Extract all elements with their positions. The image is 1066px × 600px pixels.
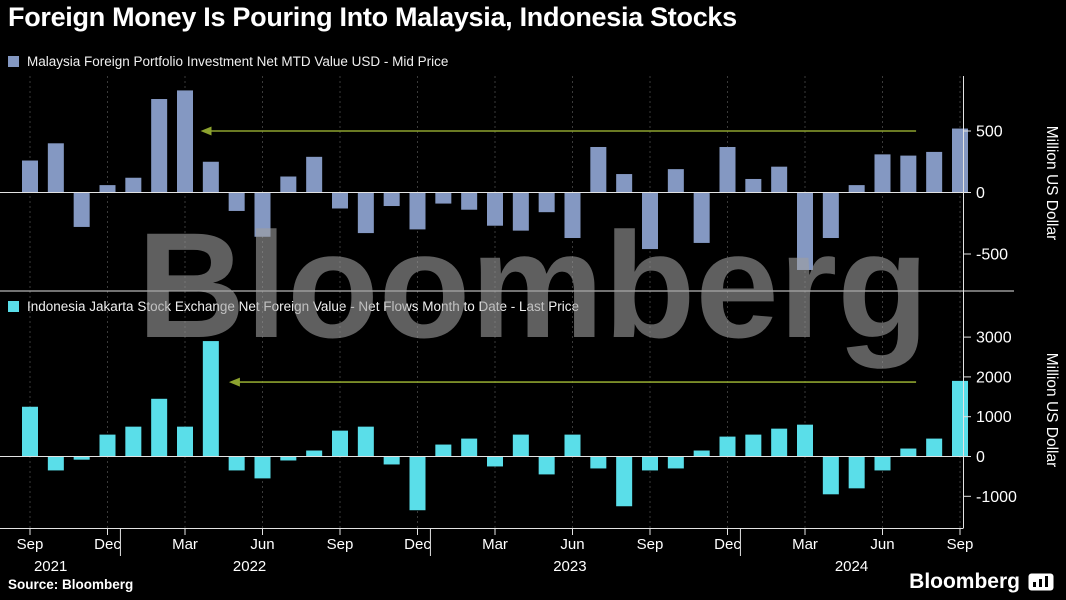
bloomberg-logo: Bloomberg xyxy=(909,570,1054,594)
gridlines xyxy=(29,76,961,528)
svg-text:2024: 2024 xyxy=(835,558,868,575)
svg-text:Dec: Dec xyxy=(404,536,431,553)
svg-text:Million US Dollar: Million US Dollar xyxy=(1043,353,1060,468)
svg-text:Dec: Dec xyxy=(714,536,741,553)
arrow-indonesia xyxy=(228,377,917,387)
svg-text:Dec: Dec xyxy=(94,536,121,553)
svg-text:Jun: Jun xyxy=(560,536,584,553)
page-title: Foreign Money Is Pouring Into Malaysia, … xyxy=(8,2,737,32)
axes: 500 0 -500 Million US Dollar 3000 2000 1000 0 -1… xyxy=(0,76,1060,575)
svg-text:Sep: Sep xyxy=(947,536,974,553)
legend-malaysia-swatch xyxy=(8,56,19,67)
malaysia-bars xyxy=(22,90,968,270)
svg-text:Sep: Sep xyxy=(327,536,354,553)
bloomberg-logo-text: Bloomberg xyxy=(909,570,1020,593)
bloomberg-terminal-icon xyxy=(1028,573,1054,591)
legend-malaysia-label: Malaysia Foreign Portfolio Investment Ne… xyxy=(27,54,449,69)
legend-indonesia: Indonesia Jakarta Stock Exchange Net For… xyxy=(8,299,579,314)
svg-text:Jun: Jun xyxy=(250,536,274,553)
svg-text:0: 0 xyxy=(976,449,985,466)
source-note: Source: Bloomberg xyxy=(8,577,134,592)
svg-text:Million US Dollar: Million US Dollar xyxy=(1043,126,1060,241)
svg-text:Sep: Sep xyxy=(17,536,44,553)
svg-text:-500: -500 xyxy=(976,247,1008,264)
svg-text:2021: 2021 xyxy=(34,558,67,575)
svg-text:Sep: Sep xyxy=(637,536,664,553)
svg-text:500: 500 xyxy=(976,124,1003,141)
indonesia-bars xyxy=(22,341,968,511)
svg-text:Mar: Mar xyxy=(482,536,508,553)
legend-indonesia-label: Indonesia Jakarta Stock Exchange Net For… xyxy=(27,299,580,314)
svg-text:2022: 2022 xyxy=(233,558,266,575)
svg-text:2000: 2000 xyxy=(976,369,1012,386)
legend-indonesia-swatch xyxy=(8,301,19,312)
svg-text:2023: 2023 xyxy=(553,558,586,575)
svg-text:1000: 1000 xyxy=(976,409,1012,426)
svg-text:Jun: Jun xyxy=(870,536,894,553)
legend-malaysia: Malaysia Foreign Portfolio Investment Ne… xyxy=(8,54,448,69)
svg-text:Mar: Mar xyxy=(792,536,818,553)
svg-text:0: 0 xyxy=(976,185,985,202)
svg-text:Mar: Mar xyxy=(172,536,198,553)
arrow-malaysia xyxy=(200,126,917,136)
svg-text:3000: 3000 xyxy=(976,330,1012,347)
svg-text:-1000: -1000 xyxy=(976,489,1017,506)
